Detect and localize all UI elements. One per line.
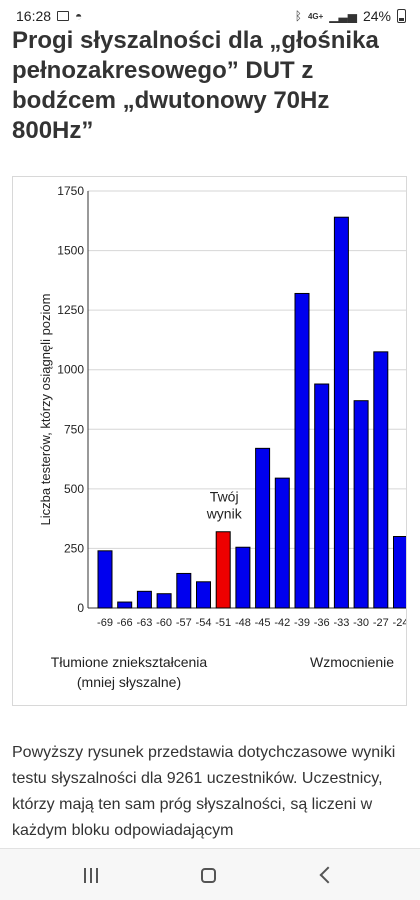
y-tick-label: 250 bbox=[64, 541, 84, 555]
x-tick-label: -60 bbox=[156, 617, 172, 629]
status-bar: 16:28 ◓ ᛒ 4G+ ▁▃▅ 24% bbox=[0, 0, 420, 32]
y-tick-label: 1000 bbox=[57, 363, 84, 377]
bar-chart: 0 250 500 750 1000 1250 1500 1750 Liczba testeró… bbox=[38, 184, 407, 629]
x-tick-label: -36 bbox=[314, 617, 330, 629]
caption-attenuated: Tłumione zniekształcenia (mniej słyszaln… bbox=[38, 652, 220, 692]
y-tick-label: 1250 bbox=[57, 303, 84, 317]
recents-icon bbox=[84, 867, 98, 883]
battery-percent: 24% bbox=[362, 8, 391, 24]
status-left: 16:28 ◓ bbox=[16, 8, 82, 24]
status-time: 16:28 bbox=[16, 8, 52, 24]
x-tick-label: -51 bbox=[215, 617, 231, 629]
bar bbox=[274, 477, 290, 609]
caption-attenuated-line2: (mniej słyszalne) bbox=[76, 674, 182, 690]
bar bbox=[235, 546, 251, 609]
back-icon bbox=[319, 866, 337, 884]
y-axis-label: Liczba testerów, którzy osiągnęli poziom bbox=[38, 294, 53, 526]
bar-your-result bbox=[215, 531, 231, 609]
x-tick-label: -48 bbox=[235, 617, 251, 629]
your-result-label: Twój bbox=[210, 489, 239, 505]
x-tick-label: -30 bbox=[353, 617, 369, 629]
battery-icon bbox=[397, 9, 406, 23]
x-tick-label: -66 bbox=[117, 617, 133, 629]
your-result-label: wynik bbox=[206, 506, 243, 522]
bar bbox=[136, 590, 152, 609]
y-tick-label: 750 bbox=[64, 422, 84, 436]
bar bbox=[156, 593, 172, 609]
y-tick-label: 0 bbox=[77, 601, 84, 615]
x-tick-label: -42 bbox=[274, 617, 290, 629]
x-tick-label: -27 bbox=[373, 617, 389, 629]
x-tick-label: -24 bbox=[393, 617, 407, 629]
bluetooth-icon: ᛒ bbox=[294, 9, 302, 23]
x-tick-label: -39 bbox=[294, 617, 310, 629]
back-button[interactable] bbox=[305, 861, 345, 889]
x-tick-label: -57 bbox=[176, 617, 192, 629]
gallery-notification-icon bbox=[57, 11, 70, 21]
x-tick-label: -45 bbox=[255, 617, 271, 629]
incognito-icon: ◓ bbox=[75, 9, 83, 23]
bar bbox=[255, 447, 271, 609]
bar bbox=[294, 292, 310, 609]
navigation-bar bbox=[0, 848, 420, 900]
bar bbox=[314, 383, 330, 609]
bar bbox=[97, 550, 113, 609]
y-tick-label: 1750 bbox=[57, 184, 84, 198]
bar bbox=[176, 572, 192, 609]
home-icon bbox=[200, 867, 216, 883]
home-button[interactable] bbox=[188, 861, 228, 889]
recent-apps-button[interactable] bbox=[71, 861, 111, 889]
page-title: Progi słyszalności dla „głośnika pełnoza… bbox=[12, 27, 379, 144]
bar bbox=[333, 216, 349, 609]
y-tick-label: 500 bbox=[64, 482, 84, 496]
x-tick-label: -63 bbox=[136, 617, 152, 629]
bar bbox=[117, 601, 133, 609]
caption-amplified: Wzmocnienie bbox=[310, 654, 395, 670]
y-tick-label: 1500 bbox=[57, 244, 84, 258]
network-type: 4G+ bbox=[307, 11, 324, 21]
x-tick-label: -33 bbox=[333, 617, 349, 629]
bar bbox=[196, 581, 211, 609]
bar bbox=[373, 351, 389, 609]
x-tick-label: -54 bbox=[196, 617, 212, 629]
status-right: ᛒ 4G+ ▁▃▅ 24% bbox=[295, 8, 406, 24]
bar bbox=[393, 536, 406, 609]
caption-attenuated-line1: Tłumione zniekształcenia bbox=[50, 654, 208, 670]
signal-icon: ▁▃▅ bbox=[329, 9, 357, 23]
description-text: Powyższy rysunek przedstawia dotychczaso… bbox=[12, 744, 396, 839]
chart-card: 0 250 500 750 1000 1250 1500 1750 Liczba testeró… bbox=[12, 176, 407, 706]
bar bbox=[353, 400, 369, 609]
x-tick-label: -69 bbox=[97, 617, 113, 629]
